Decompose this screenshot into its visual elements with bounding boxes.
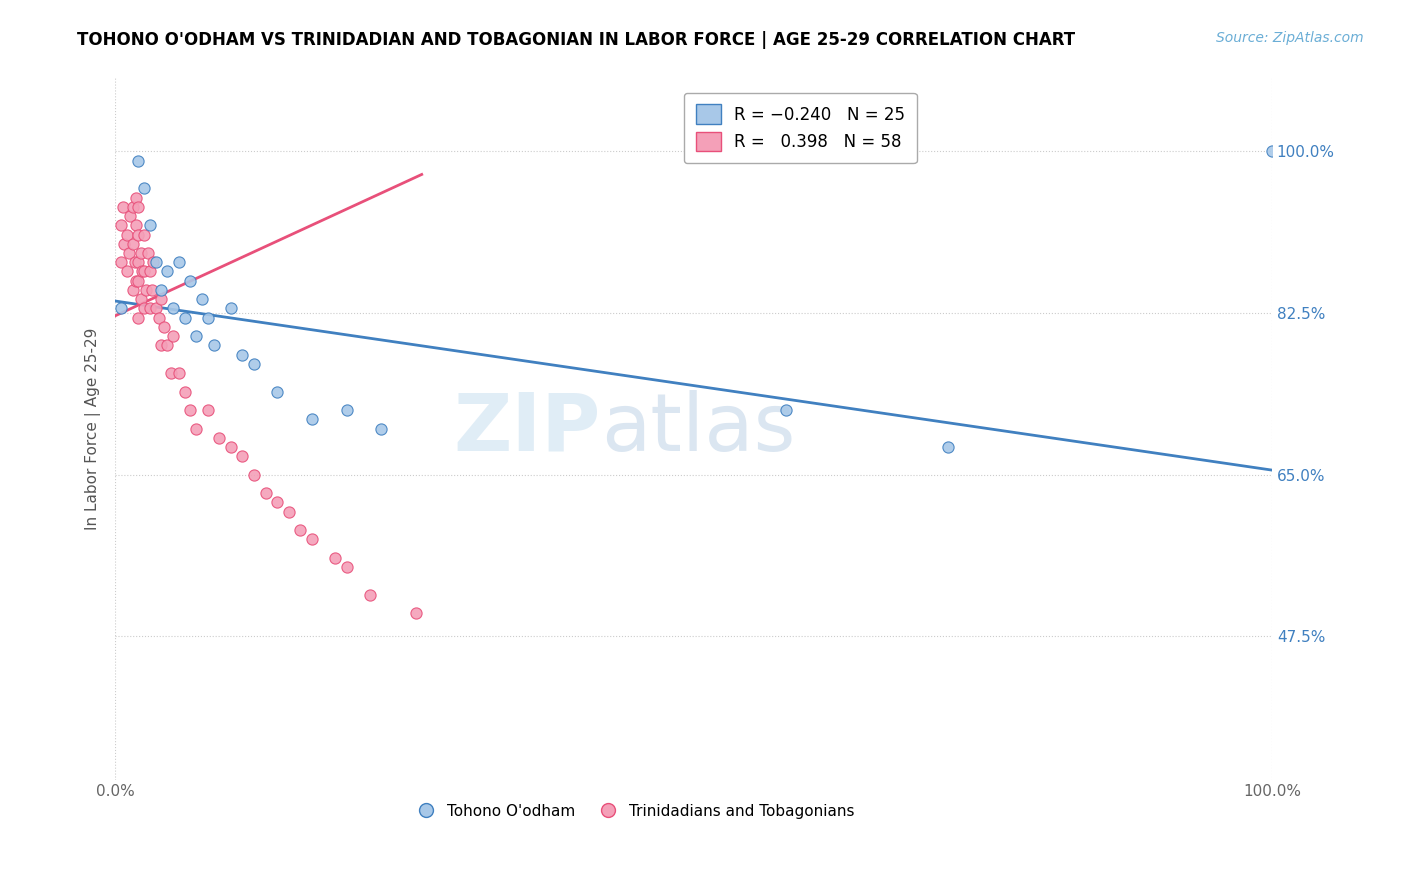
Point bbox=[167, 255, 190, 269]
Text: TOHONO O'ODHAM VS TRINIDADIAN AND TOBAGONIAN IN LABOR FORCE | AGE 25-29 CORRELAT: TOHONO O'ODHAM VS TRINIDADIAN AND TOBAGO… bbox=[77, 31, 1076, 49]
Point bbox=[405, 607, 427, 621]
Point bbox=[132, 301, 155, 316]
Point bbox=[114, 236, 136, 251]
Point bbox=[150, 338, 173, 352]
Point bbox=[208, 431, 231, 445]
Point bbox=[156, 338, 179, 352]
Point bbox=[112, 200, 135, 214]
Point bbox=[132, 227, 155, 242]
Point bbox=[243, 357, 266, 371]
Point bbox=[162, 301, 184, 316]
Point bbox=[219, 301, 242, 316]
Point bbox=[150, 283, 173, 297]
Point bbox=[150, 292, 173, 306]
Point bbox=[139, 219, 162, 233]
Point bbox=[127, 200, 149, 214]
Point bbox=[136, 246, 159, 260]
Point bbox=[129, 246, 152, 260]
Point bbox=[142, 255, 165, 269]
Point bbox=[124, 255, 146, 269]
Point bbox=[167, 366, 190, 380]
Point bbox=[179, 274, 201, 288]
Point bbox=[118, 246, 141, 260]
Point bbox=[127, 227, 149, 242]
Point bbox=[156, 264, 179, 278]
Point bbox=[266, 384, 288, 399]
Point bbox=[1261, 145, 1284, 159]
Point bbox=[132, 264, 155, 278]
Point bbox=[121, 283, 143, 297]
Point bbox=[125, 190, 148, 204]
Point bbox=[219, 440, 242, 454]
Point bbox=[120, 209, 142, 223]
Point bbox=[231, 348, 253, 362]
Legend: Tohono O'odham, Trinidadians and Tobagonians: Tohono O'odham, Trinidadians and Tobagon… bbox=[411, 797, 860, 824]
Point bbox=[335, 560, 357, 574]
Point bbox=[110, 301, 132, 316]
Point bbox=[301, 533, 323, 547]
Point bbox=[127, 310, 149, 325]
Point bbox=[191, 292, 214, 306]
Point bbox=[243, 467, 266, 482]
Text: atlas: atlas bbox=[600, 390, 796, 467]
Point bbox=[359, 588, 381, 602]
Point bbox=[115, 264, 138, 278]
Point bbox=[936, 440, 959, 454]
Point bbox=[110, 255, 132, 269]
Point bbox=[162, 329, 184, 343]
Point bbox=[290, 523, 312, 537]
Point bbox=[186, 329, 208, 343]
Point bbox=[135, 283, 157, 297]
Point bbox=[127, 153, 149, 168]
Point bbox=[129, 292, 152, 306]
Point bbox=[125, 219, 148, 233]
Point bbox=[145, 301, 167, 316]
Point bbox=[179, 403, 201, 417]
Point bbox=[775, 403, 797, 417]
Point bbox=[127, 255, 149, 269]
Point bbox=[231, 449, 253, 463]
Point bbox=[202, 338, 225, 352]
Point bbox=[323, 550, 346, 565]
Point bbox=[173, 310, 195, 325]
Point bbox=[254, 486, 277, 500]
Point bbox=[186, 421, 208, 435]
Text: ZIP: ZIP bbox=[454, 390, 600, 467]
Text: Source: ZipAtlas.com: Source: ZipAtlas.com bbox=[1216, 31, 1364, 45]
Point bbox=[197, 403, 219, 417]
Point bbox=[335, 403, 357, 417]
Point bbox=[159, 366, 181, 380]
Point bbox=[173, 384, 195, 399]
Point bbox=[197, 310, 219, 325]
Point bbox=[139, 301, 162, 316]
Point bbox=[110, 219, 132, 233]
Point bbox=[115, 227, 138, 242]
Point bbox=[125, 274, 148, 288]
Point bbox=[370, 421, 392, 435]
Point bbox=[266, 495, 288, 509]
Point bbox=[277, 505, 299, 519]
Point bbox=[121, 200, 143, 214]
Point bbox=[131, 264, 153, 278]
Point bbox=[145, 255, 167, 269]
Point bbox=[139, 264, 162, 278]
Point bbox=[152, 319, 174, 334]
Point bbox=[301, 412, 323, 426]
Point bbox=[132, 181, 155, 195]
Y-axis label: In Labor Force | Age 25-29: In Labor Force | Age 25-29 bbox=[86, 327, 101, 530]
Point bbox=[121, 236, 143, 251]
Point bbox=[141, 283, 163, 297]
Point bbox=[148, 310, 170, 325]
Point bbox=[127, 274, 149, 288]
